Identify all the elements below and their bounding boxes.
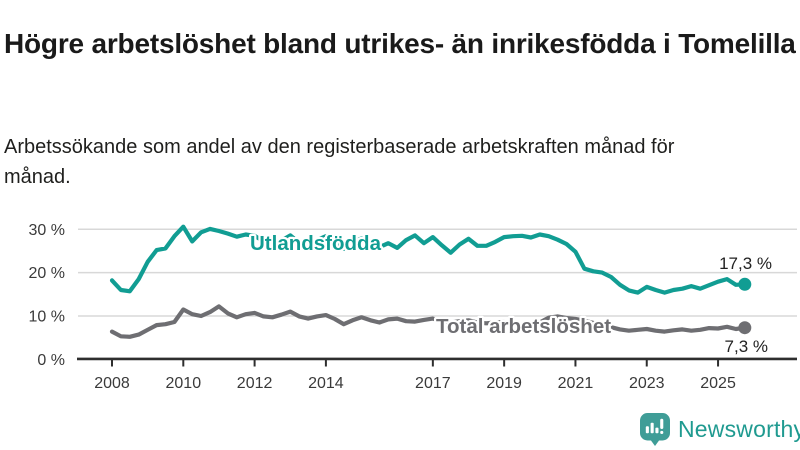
- end-value-label-total: 7,3 %: [725, 337, 768, 356]
- x-tick-label: 2025: [700, 375, 736, 392]
- x-axis-labels: 2008 2010 2012 2014 2017 2019 2021 2023 …: [94, 375, 736, 392]
- newsworthy-brand-text: Newsworthy: [678, 416, 800, 442]
- x-axis-ticks: [111, 360, 720, 367]
- x-tick-label: 2010: [166, 375, 202, 392]
- page-subtitle: Arbetssökande som andel av den registerb…: [4, 136, 675, 188]
- x-tick-label: 2008: [94, 375, 130, 392]
- y-tick-label: 20 %: [29, 265, 65, 282]
- y-tick-label: 0 %: [37, 352, 65, 369]
- y-tick-label: 30 %: [29, 222, 65, 239]
- y-tick-label: 10 %: [29, 309, 65, 326]
- series-label-utlandsfodda: Utlandsfödda: [250, 232, 382, 255]
- end-value-label-utlandsfodda: 17,3 %: [719, 254, 772, 273]
- newsworthy-logo-icon: [640, 413, 670, 446]
- x-tick-label: 2012: [237, 375, 273, 392]
- series-line-total-arbetsloshet: [109, 304, 747, 339]
- series-line-utlandsfodda: [109, 224, 747, 295]
- newsworthy-logo: Newsworthy: [639, 412, 800, 447]
- x-tick-label: 2023: [629, 375, 665, 392]
- page-title: Högre arbetslöshet bland utrikes- än inr…: [4, 27, 796, 59]
- x-tick-label: 2021: [558, 375, 594, 392]
- series-label-total-arbetsloshet: Total arbetslöshet: [436, 315, 611, 338]
- y-axis-labels: 30 % 20 % 10 % 0 %: [29, 222, 65, 369]
- x-tick-label: 2019: [486, 375, 522, 392]
- series-end-dot-total: [738, 321, 752, 335]
- x-tick-label: 2017: [415, 375, 451, 392]
- x-tick-label: 2014: [308, 375, 344, 392]
- series-end-dot-utlandsfodda: [738, 277, 752, 291]
